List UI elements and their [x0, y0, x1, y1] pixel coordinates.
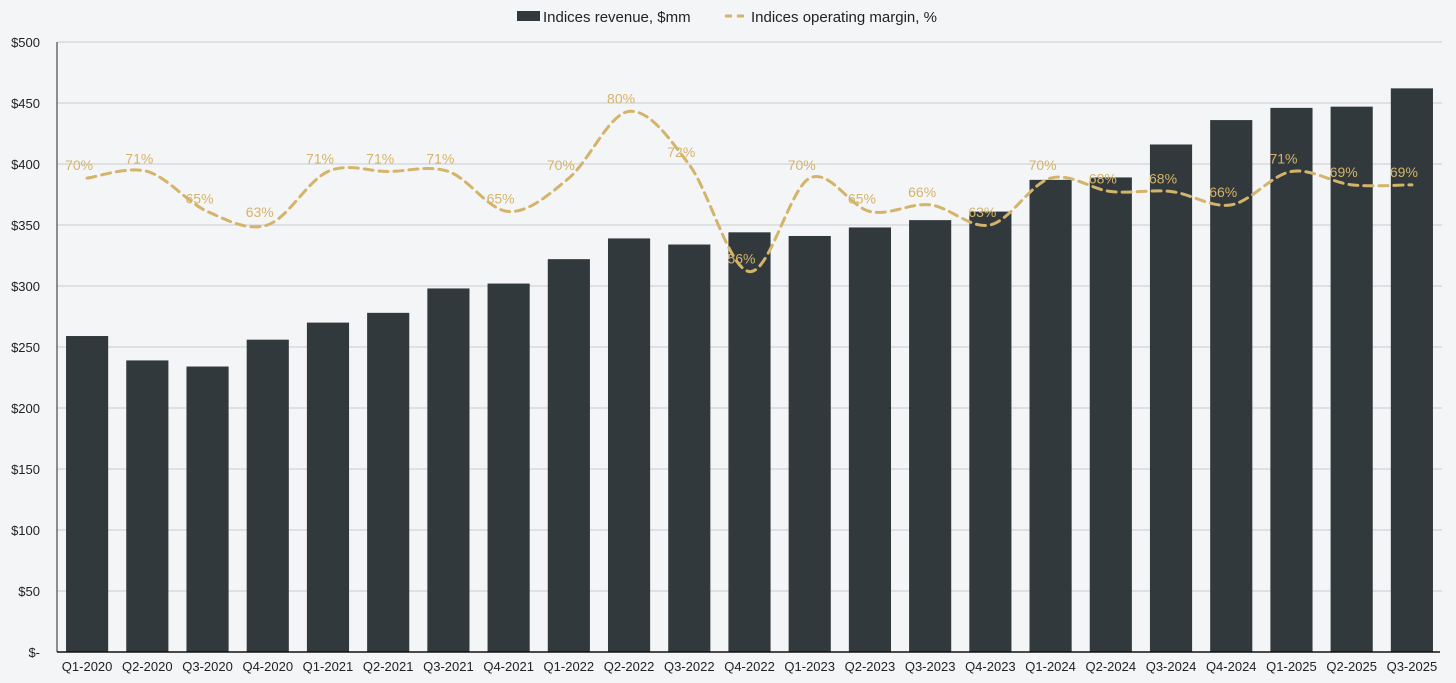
bar-Q3-2023	[909, 220, 952, 652]
margin-data-label: 69%	[1330, 164, 1358, 180]
x-tick-label: Q2-2020	[122, 659, 173, 674]
margin-data-label: 71%	[125, 150, 153, 166]
bar-Q2-2024	[1089, 177, 1132, 653]
x-tick-label: Q4-2021	[483, 659, 534, 674]
margin-data-label: 80%	[607, 90, 635, 106]
y-tick-label: $200	[11, 401, 40, 416]
margin-data-label: 68%	[1089, 170, 1117, 186]
margin-data-label: 71%	[306, 150, 334, 166]
x-tick-label: Q1-2020	[62, 659, 113, 674]
bar-Q4-2022	[728, 232, 771, 652]
bar-Q2-2021	[367, 312, 410, 652]
bar-Q3-2021	[427, 288, 470, 652]
x-tick-label: Q4-2024	[1206, 659, 1257, 674]
margin-data-label: 70%	[1029, 157, 1057, 173]
margin-data-label: 71%	[426, 150, 454, 166]
bar-Q1-2023	[788, 235, 831, 653]
x-tick-label: Q1-2025	[1266, 659, 1317, 674]
x-tick-label: Q3-2020	[182, 659, 233, 674]
margin-data-label: 63%	[968, 204, 996, 220]
bar-Q1-2020	[66, 336, 109, 652]
x-tick-label: Q3-2025	[1387, 659, 1438, 674]
margin-line	[85, 109, 1414, 274]
x-tick-label: Q1-2022	[544, 659, 595, 674]
bar-Q4-2020	[246, 339, 289, 652]
y-tick-label: $500	[11, 35, 40, 50]
x-tick-label: Q1-2021	[303, 659, 354, 674]
margin-data-label: 63%	[246, 204, 274, 220]
bar-Q3-2024	[1149, 144, 1193, 653]
x-tick-label: Q2-2021	[363, 659, 414, 674]
bar-Q1-2021	[306, 322, 350, 652]
x-tick-label: Q2-2025	[1326, 659, 1377, 674]
x-tick-label: Q2-2022	[604, 659, 655, 674]
margin-data-label: 56%	[727, 251, 755, 267]
x-tick-label: Q2-2024	[1086, 659, 1137, 674]
y-tick-label: $150	[11, 462, 40, 477]
y-tick-label: $450	[11, 96, 40, 111]
y-tick-label: $400	[11, 157, 40, 172]
margin-data-label: 72%	[667, 144, 695, 160]
margin-data-label: 71%	[1269, 150, 1297, 166]
bar-Q2-2020	[126, 360, 169, 652]
revenue-bars	[66, 88, 1433, 653]
bar-Q3-2025	[1390, 88, 1433, 653]
bar-Q1-2024	[1029, 179, 1072, 653]
bar-Q2-2023	[848, 227, 892, 652]
y-tick-label: $-	[28, 645, 40, 660]
y-tick-label: $350	[11, 218, 40, 233]
x-tick-label: Q3-2023	[905, 659, 956, 674]
bar-Q3-2022	[668, 244, 711, 652]
x-tick-label: Q3-2024	[1146, 659, 1197, 674]
x-tick-label: Q4-2022	[724, 659, 775, 674]
legend: Indices revenue, $mm Indices operating m…	[517, 9, 937, 26]
y-tick-label: $300	[11, 279, 40, 294]
bar-Q4-2024	[1210, 120, 1253, 652]
margin-data-label: 70%	[547, 157, 575, 173]
margin-data-label: 70%	[788, 157, 816, 173]
margin-data-label: 66%	[908, 184, 936, 200]
margin-data-label: 69%	[1390, 164, 1418, 180]
x-tick-label: Q4-2020	[242, 659, 293, 674]
bar-Q4-2021	[487, 283, 530, 652]
y-tick-label: $100	[11, 523, 40, 538]
margin-data-label: 65%	[848, 191, 876, 207]
margin-data-label: 71%	[366, 150, 394, 166]
x-tick-label: Q1-2023	[784, 659, 835, 674]
x-tick-label: Q2-2023	[845, 659, 896, 674]
margin-data-label: 66%	[1209, 184, 1237, 200]
x-tick-label: Q4-2023	[965, 659, 1016, 674]
margin-labels: 70% 71% 65% 63% 71% 71% 71% 65% 70% 80% 72% 56% 70% 6…	[65, 90, 1418, 266]
bar-Q1-2022	[547, 259, 590, 652]
margin-data-label: 65%	[487, 191, 515, 207]
bar-Q4-2023	[969, 211, 1012, 652]
axes: $- $50 $100 $150 $200 $250 $300 $350 $400 $450 $50…	[11, 35, 1440, 674]
x-tick-label: Q3-2022	[664, 659, 715, 674]
margin-data-label: 68%	[1149, 170, 1177, 186]
x-tick-label: Q3-2021	[423, 659, 474, 674]
x-tick-label: Q1-2024	[1025, 659, 1076, 674]
legend-swatch-revenue	[517, 11, 540, 21]
legend-label-revenue: Indices revenue, $mm	[543, 9, 691, 26]
margin-data-label: 70%	[65, 157, 93, 173]
bar-Q2-2025	[1330, 106, 1373, 652]
bar-Q2-2022	[607, 238, 651, 653]
y-tick-label: $50	[18, 584, 40, 599]
legend-label-margin: Indices operating margin, %	[751, 9, 937, 26]
bar-Q1-2025	[1270, 107, 1313, 652]
bar-Q3-2020	[186, 366, 229, 652]
margin-data-label: 65%	[186, 191, 214, 207]
y-tick-label: $250	[11, 340, 40, 355]
